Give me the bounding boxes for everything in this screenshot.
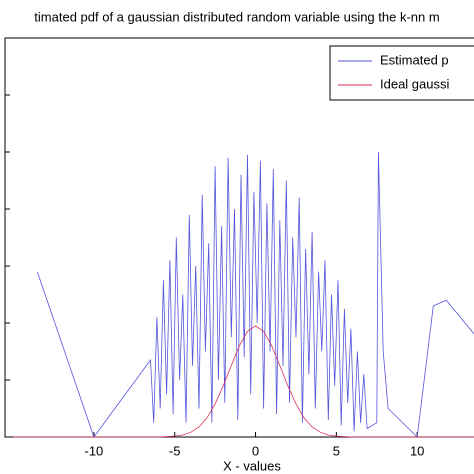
plot-area: Estimated p Ideal gaussi: [4, 37, 474, 438]
chart-title: timated pdf of a gaussian distributed ra…: [34, 9, 439, 24]
legend-box: [329, 45, 474, 101]
x-tick-label: 0: [252, 443, 259, 458]
data-line: [36, 151, 474, 438]
plot-frame: [4, 37, 474, 438]
data-line: [13, 325, 474, 438]
x-tick-label: 10: [410, 443, 424, 458]
legend-label: Estimated p: [380, 52, 449, 67]
x-tick-label: -10: [85, 443, 104, 458]
x-tick-label: 5: [333, 443, 340, 458]
legend-label: Ideal gaussi: [380, 76, 449, 91]
x-tick-label: -5: [169, 443, 181, 458]
x-axis-label: X - values: [223, 458, 281, 473]
